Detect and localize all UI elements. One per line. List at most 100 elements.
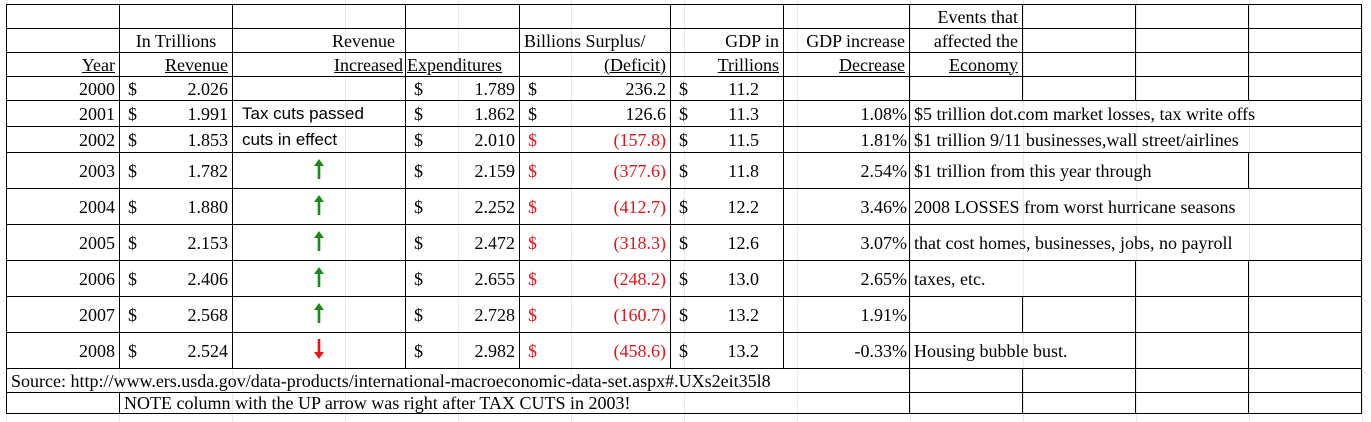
cell[interactable] xyxy=(1248,4,1362,29)
expenditures-cell[interactable]: $2.728 xyxy=(405,296,520,333)
gdp-cell[interactable]: $12.6 xyxy=(670,224,784,261)
year-header[interactable]: Year xyxy=(6,52,120,77)
surplus-deficit-cell[interactable]: $ (248.2) xyxy=(519,260,671,297)
surplus-deficit-cell[interactable]: $ (157.8) xyxy=(519,126,671,153)
cell[interactable] xyxy=(1135,4,1249,29)
gdp-change-header-line2[interactable]: Decrease xyxy=(783,52,910,77)
event-cell[interactable]: taxes, etc. xyxy=(909,260,1136,297)
revenue-increased-cell[interactable]: cuts in effect xyxy=(232,126,406,153)
gdp-change-cell[interactable]: 3.46% xyxy=(783,188,910,225)
cell[interactable] xyxy=(6,4,120,29)
surplus-deficit-cell[interactable]: $ (377.6) xyxy=(519,152,671,189)
revenue-cell[interactable]: $2.406 xyxy=(119,260,233,297)
year-cell[interactable]: 2002 xyxy=(6,126,120,153)
events-header-line1[interactable]: Events that xyxy=(909,4,1023,29)
cell[interactable] xyxy=(1248,260,1362,297)
year-cell[interactable]: 2006 xyxy=(6,260,120,297)
gdp-change-cell[interactable]: 2.65% xyxy=(783,260,910,297)
cell[interactable] xyxy=(1248,152,1362,189)
cell[interactable] xyxy=(1135,52,1249,77)
cell[interactable] xyxy=(6,392,120,414)
surplus-header-line2[interactable]: (Deficit) xyxy=(519,52,671,77)
gdp-header-line1[interactable]: GDP in xyxy=(670,28,784,53)
revenue-cell[interactable]: $1.782 xyxy=(119,152,233,189)
cell[interactable] xyxy=(1248,332,1362,369)
year-cell[interactable]: 2004 xyxy=(6,188,120,225)
year-cell[interactable]: 2003 xyxy=(6,152,120,189)
cell[interactable] xyxy=(783,4,910,29)
cell[interactable] xyxy=(119,4,233,29)
gdp-change-cell[interactable]: 1.81% xyxy=(783,126,910,153)
year-cell[interactable]: 2001 xyxy=(6,100,120,127)
gdp-cell[interactable]: $11.2 xyxy=(670,76,784,101)
cell[interactable] xyxy=(232,4,406,29)
cell[interactable] xyxy=(1135,332,1249,369)
expenditures-cell[interactable]: $2.010 xyxy=(405,126,520,153)
revenue-increased-cell[interactable] xyxy=(232,296,406,333)
revenue-increased-cell[interactable]: Tax cuts passed xyxy=(232,100,406,127)
revenue-increased-cell[interactable] xyxy=(232,152,406,189)
revenue-increased-cell[interactable] xyxy=(232,188,406,225)
revenue-cell[interactable]: $1.853 xyxy=(119,126,233,153)
cell[interactable] xyxy=(405,28,520,53)
revenue-cell[interactable]: $2.568 xyxy=(119,296,233,333)
event-cell[interactable] xyxy=(909,76,1023,101)
gdp-change-cell[interactable] xyxy=(783,76,910,101)
gdp-cell[interactable]: $12.2 xyxy=(670,188,784,225)
revenue-increased-cell[interactable] xyxy=(232,260,406,297)
cell[interactable] xyxy=(1248,28,1362,53)
gdp-change-cell[interactable]: -0.33% xyxy=(783,332,910,369)
event-cell[interactable]: Housing bubble bust. xyxy=(909,332,1136,369)
expenditures-cell[interactable]: $2.982 xyxy=(405,332,520,369)
year-cell[interactable]: 2005 xyxy=(6,224,120,261)
cell[interactable] xyxy=(1022,4,1136,29)
cell[interactable] xyxy=(1022,76,1136,101)
surplus-deficit-cell[interactable]: $ (318.3) xyxy=(519,224,671,261)
event-cell[interactable]: $5 trillion dot.com market losses, tax w… xyxy=(909,100,1362,127)
expenditures-cell[interactable]: $2.159 xyxy=(405,152,520,189)
events-header-line2[interactable]: affected the xyxy=(909,28,1023,53)
expenditures-cell[interactable]: $2.655 xyxy=(405,260,520,297)
expenditures-cell[interactable]: $1.789 xyxy=(405,76,520,101)
cell[interactable] xyxy=(1248,296,1362,333)
gdp-change-header-line1[interactable]: GDP increase xyxy=(783,28,910,53)
cell[interactable] xyxy=(1135,392,1249,414)
revenue-cell[interactable]: $2.524 xyxy=(119,332,233,369)
surplus-deficit-cell[interactable]: $ (160.7) xyxy=(519,296,671,333)
gdp-cell[interactable]: $11.8 xyxy=(670,152,784,189)
cell[interactable] xyxy=(1135,368,1249,393)
event-cell[interactable]: $1 trillion from this year through xyxy=(909,152,1249,189)
gdp-cell[interactable]: $13.0 xyxy=(670,260,784,297)
cell[interactable] xyxy=(519,4,671,29)
cell[interactable] xyxy=(1135,28,1249,53)
revenue-cell[interactable]: $2.026 xyxy=(119,76,233,101)
gdp-cell[interactable]: $13.2 xyxy=(670,296,784,333)
gdp-cell[interactable]: $11.3 xyxy=(670,100,784,127)
cell[interactable] xyxy=(1022,392,1136,414)
cell[interactable] xyxy=(1135,296,1249,333)
cell[interactable] xyxy=(670,4,784,29)
gdp-change-cell[interactable]: 1.08% xyxy=(783,100,910,127)
cell[interactable] xyxy=(6,28,120,53)
surplus-header-line1[interactable]: Billions Surplus/ xyxy=(519,28,671,53)
gdp-header-line2[interactable]: Trillions xyxy=(670,52,784,77)
surplus-deficit-cell[interactable]: $ (458.6) xyxy=(519,332,671,369)
revenue-cell[interactable]: $1.991 xyxy=(119,100,233,127)
cell[interactable] xyxy=(1248,368,1362,393)
expenditures-cell[interactable]: $2.472 xyxy=(405,224,520,261)
cell[interactable] xyxy=(1022,368,1136,393)
gdp-change-cell[interactable]: 2.54% xyxy=(783,152,910,189)
year-cell[interactable]: 2007 xyxy=(6,296,120,333)
gdp-cell[interactable]: $11.5 xyxy=(670,126,784,153)
surplus-deficit-cell[interactable]: $236.2 xyxy=(519,76,671,101)
cell[interactable] xyxy=(1248,52,1362,77)
event-cell[interactable] xyxy=(909,296,1023,333)
year-cell[interactable]: 2008 xyxy=(6,332,120,369)
gdp-change-cell[interactable]: 3.07% xyxy=(783,224,910,261)
expenditures-cell[interactable]: $1.862 xyxy=(405,100,520,127)
gdp-change-cell[interactable]: 1.91% xyxy=(783,296,910,333)
event-cell[interactable]: that cost homes, businesses, jobs, no pa… xyxy=(909,224,1362,261)
in-trillions-header[interactable]: In Trillions xyxy=(119,28,233,53)
revenue-increased-header-line1[interactable]: Revenue xyxy=(232,28,406,53)
cell[interactable] xyxy=(909,368,1023,393)
